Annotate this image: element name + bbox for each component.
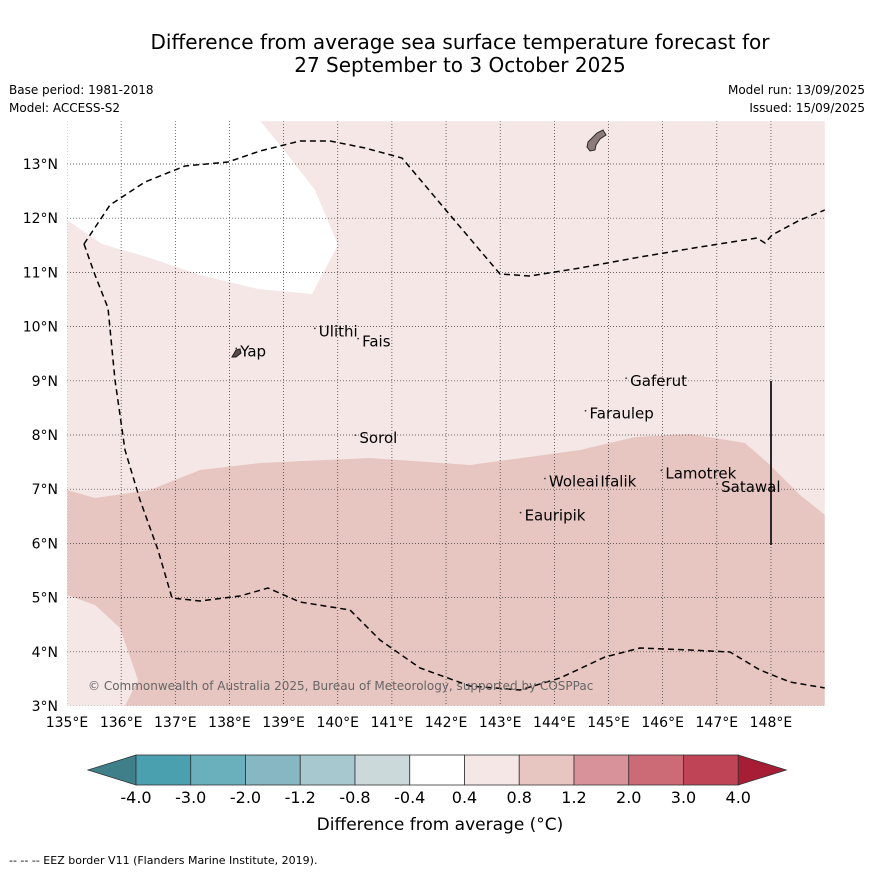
chart-title-line2: 27 September to 3 October 2025	[294, 53, 626, 77]
lat-tick-label: 13°N	[23, 157, 58, 173]
issued-label: Issued: 15/09/2025	[749, 101, 865, 115]
lat-tick-label: 7°N	[32, 482, 58, 498]
place-label-satawal: Satawal	[721, 478, 780, 496]
model-label: Model: ACCESS-S2	[9, 101, 121, 115]
lat-tick-label: 3°N	[32, 699, 58, 715]
place-marker	[584, 409, 587, 412]
eez-border-line	[83, 243, 825, 691]
plot-frame	[66, 120, 826, 707]
place-label-ulithi: Ulithi	[319, 322, 358, 340]
colorbar-title: Difference from average (°C)	[316, 815, 564, 835]
light-anomaly-region-sw	[67, 595, 138, 706]
lat-tick-label: 10°N	[23, 320, 58, 336]
colorbar-segment	[409, 754, 465, 786]
lon-tick-label: 145°E	[587, 715, 630, 731]
lat-tick-label: 5°N	[32, 591, 58, 607]
colorbar-tick-label: 4.0	[726, 788, 751, 807]
lon-tick-label: 139°E	[262, 715, 305, 731]
lon-tick-label: 136°E	[100, 715, 143, 731]
colorbar-tick-label: -3.0	[175, 788, 206, 807]
colorbar: -4.0 -3.0 -2.0 -1.2 -0.8 -0.4 0.4 0.8 1.2 2.0 3.0 4…	[86, 754, 788, 807]
place-marker	[354, 434, 357, 437]
colorbar-tick-label: -0.4	[394, 788, 425, 807]
colorbar-segment	[518, 754, 575, 786]
place-label-sorol: Sorol	[359, 429, 397, 447]
place-marker	[660, 469, 663, 472]
lon-tick-label: 140°E	[316, 715, 359, 731]
place-label-woleai: Woleai	[549, 472, 599, 490]
guam-island	[586, 129, 607, 152]
place-marker	[595, 477, 598, 480]
warm-anomaly-region	[67, 434, 825, 706]
place-marker	[544, 477, 546, 480]
place-label-fais: Fais	[362, 333, 391, 351]
colorbar-tick-label: 2.0	[616, 788, 641, 807]
colorbar-segment	[354, 754, 411, 786]
colorbar-high-extension	[737, 754, 788, 786]
colorbar-tick-label: -4.0	[120, 788, 151, 807]
longitude-ticks: 135°E 136°E 137°E 138°E 139°E 140°E 141°E 142°E…	[46, 715, 793, 731]
colorbar-segment	[573, 754, 630, 786]
colorbar-segment	[299, 754, 356, 786]
chart-title-line1: Difference from average sea surface temp…	[150, 30, 770, 54]
colorbar-segment	[628, 754, 684, 786]
place-label-yap: Yap	[239, 342, 266, 360]
place-marker	[625, 377, 628, 380]
lat-tick-label: 9°N	[32, 374, 58, 390]
lon-tick-label: 135°E	[46, 715, 89, 731]
model-run-label: Model run: 13/09/2025	[727, 83, 865, 97]
lon-tick-label: 144°E	[533, 715, 576, 731]
colorbar-segment	[464, 754, 520, 786]
eez-footnote: -- -- -- EEZ border V11 (Flanders Marine…	[9, 854, 318, 867]
lon-tick-label: 148°E	[750, 715, 793, 731]
colorbar-tick-label: 0.8	[507, 788, 532, 807]
place-label-eauripik: Eauripik	[525, 507, 586, 525]
colorbar-tick-label: -0.8	[339, 788, 370, 807]
place-marker	[357, 337, 360, 340]
place-marker	[716, 483, 719, 485]
place-marker	[235, 347, 238, 350]
colorbar-low-extension	[86, 754, 137, 786]
map-gridlines	[67, 121, 825, 706]
colorbar-segment	[683, 754, 739, 786]
yap-island	[231, 348, 242, 358]
lon-tick-label: 146°E	[641, 715, 684, 731]
lat-tick-label: 4°N	[32, 645, 58, 661]
place-label-ifalik: Ifalik	[600, 472, 636, 490]
base-period-label: Base period: 1981-2018	[9, 83, 154, 97]
lon-tick-label: 142°E	[425, 715, 468, 731]
colorbar-tick-label: 1.2	[561, 788, 586, 807]
colorbar-tick-label: -2.0	[230, 788, 261, 807]
copyright-notice: © Commonwealth of Australia 2025, Bureau…	[88, 679, 593, 693]
colorbar-tick-label: 0.4	[452, 788, 477, 807]
colorbar-segment	[245, 754, 301, 786]
lon-tick-label: 138°E	[208, 715, 251, 731]
latitude-ticks: 3°N 4°N 5°N 6°N 7°N 8°N 9°N 10°N 11°N 12°N 13°N	[23, 157, 58, 715]
place-label-lamotrek: Lamotrek	[665, 464, 736, 482]
lat-tick-label: 8°N	[32, 428, 58, 444]
colorbar-tick-label: -1.2	[285, 788, 316, 807]
colorbar-segment	[135, 754, 192, 786]
eez-border-line	[83, 140, 825, 277]
place-label-gaferut: Gaferut	[630, 372, 687, 390]
colorbar-tick-label: 3.0	[671, 788, 696, 807]
lon-tick-label: 147°E	[696, 715, 739, 731]
lat-tick-label: 6°N	[32, 536, 58, 552]
place-marker	[313, 327, 316, 330]
place-label-faraulep: Faraulep	[590, 405, 654, 423]
lat-tick-label: 12°N	[23, 211, 58, 227]
lon-tick-label: 137°E	[154, 715, 197, 731]
place-marker	[519, 511, 522, 514]
colorbar-segment	[190, 754, 246, 786]
lon-tick-label: 141°E	[371, 715, 414, 731]
neutral-anomaly-region	[67, 121, 338, 294]
lon-tick-label: 143°E	[479, 715, 522, 731]
lat-tick-label: 11°N	[23, 265, 58, 281]
